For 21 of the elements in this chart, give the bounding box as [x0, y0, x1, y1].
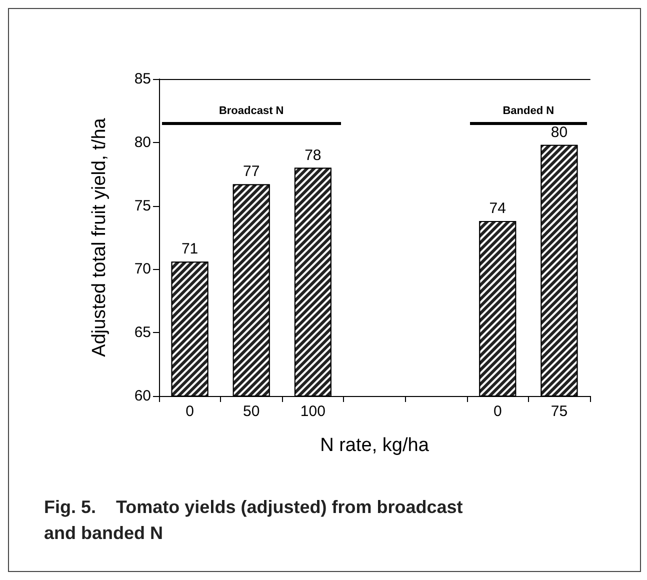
text: Fig. 5. Tomato yields (adjusted) from broadcast and banded N	[44, 497, 463, 543]
x-tick-label: 100	[300, 403, 326, 420]
x-tick-label: 0	[186, 403, 194, 420]
y-tick-label: 80	[134, 134, 151, 151]
x-tick-label: 0	[493, 403, 502, 420]
x-tick-label: 50	[243, 403, 260, 420]
annotation: Banded N	[502, 105, 556, 118]
y-axis-title: Adjusted total fruit yield, t/ha	[89, 118, 110, 357]
annotation: Broadcast N	[218, 105, 285, 118]
y-tick-label: 70	[134, 260, 151, 278]
data-label: 71	[181, 240, 198, 258]
x-axis-title: N rate, kg/ha	[320, 435, 430, 456]
y-tick-label: 75	[134, 197, 151, 214]
data-label: 78	[304, 146, 322, 164]
x-tick-label: 75	[550, 403, 568, 420]
data-label: 80	[550, 124, 568, 141]
data-label: 77	[243, 163, 260, 180]
y-tick-label: 65	[134, 324, 151, 342]
y-tick-label: 60	[134, 388, 151, 404]
data-label: 74	[489, 200, 506, 218]
y-tick-label: 85	[134, 70, 151, 88]
